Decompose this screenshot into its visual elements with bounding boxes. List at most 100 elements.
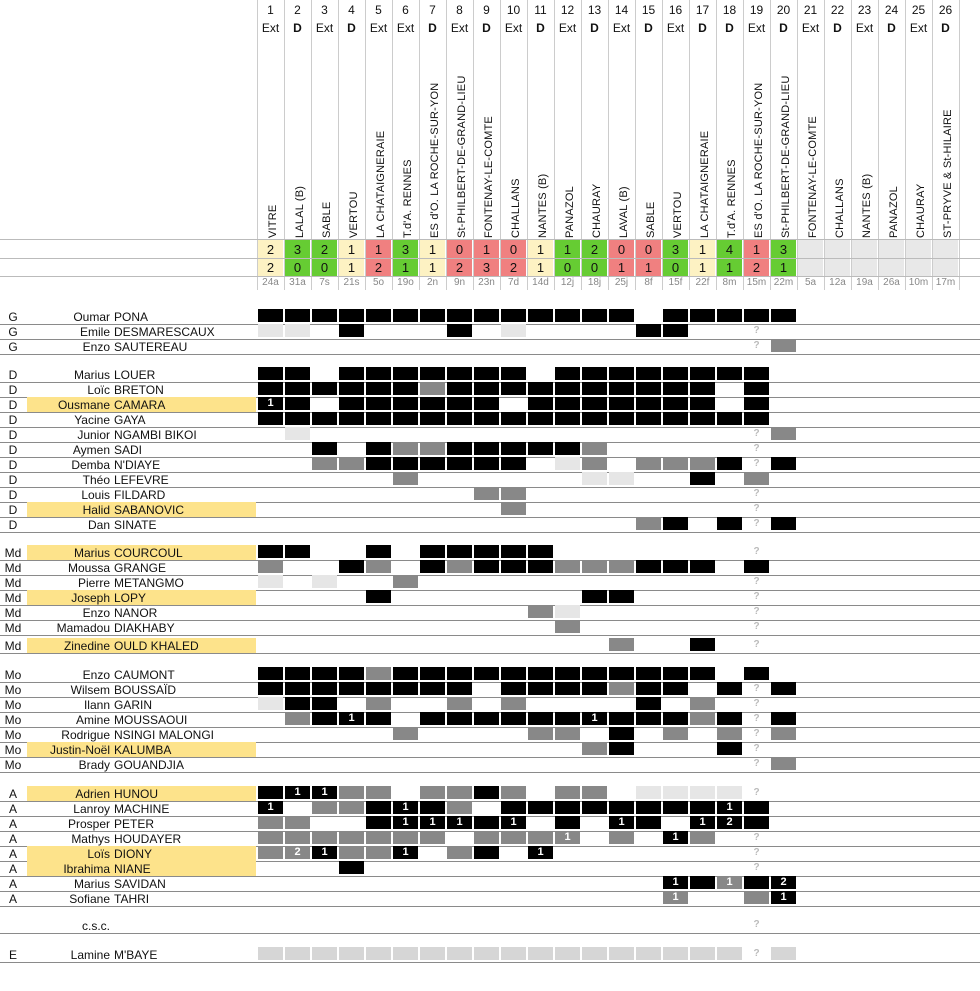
appearance-cell bbox=[393, 682, 418, 695]
player-first-name[interactable]: Pierre bbox=[77, 576, 110, 590]
player-last-name[interactable]: COURCOUL bbox=[114, 546, 183, 560]
player-first-name[interactable]: Ilann bbox=[83, 698, 110, 712]
match-number: 1 bbox=[267, 3, 274, 17]
player-first-name[interactable]: Louis bbox=[81, 488, 110, 502]
player-first-name[interactable]: Aymen bbox=[72, 443, 110, 457]
player-last-name[interactable]: TAHRI bbox=[114, 892, 150, 906]
player-first-name[interactable]: Oumar bbox=[73, 310, 110, 324]
player-first-name[interactable]: Dan bbox=[87, 518, 110, 532]
player-last-name[interactable]: HOUDAYER bbox=[114, 832, 182, 846]
unplayed-marker: ? bbox=[753, 948, 760, 959]
player-last-name[interactable]: PETER bbox=[114, 817, 155, 831]
appearance-cell bbox=[258, 560, 283, 573]
player-last-name[interactable]: M'BAYE bbox=[114, 948, 158, 962]
player-last-name[interactable]: NIANE bbox=[114, 862, 151, 876]
player-first-name[interactable]: Emile bbox=[79, 325, 110, 339]
player-first-name[interactable]: Demba bbox=[71, 458, 110, 472]
player-last-name[interactable]: DIONY bbox=[114, 847, 153, 861]
player-first-name[interactable]: Loïc bbox=[87, 383, 110, 397]
player-first-name[interactable]: Yacine bbox=[74, 413, 110, 427]
player-last-name[interactable]: DIAKHABY bbox=[114, 621, 175, 635]
player-first-name[interactable]: Halid bbox=[82, 503, 110, 517]
player-last-name[interactable]: MACHINE bbox=[114, 802, 170, 816]
player-first-name[interactable]: Rodrigue bbox=[61, 728, 110, 742]
appearance-cell bbox=[366, 560, 391, 573]
player-last-name[interactable]: PONA bbox=[114, 310, 149, 324]
player-first-name[interactable]: Lanroy bbox=[73, 802, 110, 816]
player-first-name[interactable]: Lamine bbox=[70, 948, 110, 962]
player-last-name[interactable]: CAMARA bbox=[114, 398, 166, 412]
player-first-name[interactable]: Loïs bbox=[87, 847, 110, 861]
score-s1: 1 bbox=[474, 240, 499, 259]
appearance-cell bbox=[555, 682, 580, 695]
player-last-name[interactable]: LEFEVRE bbox=[114, 473, 169, 487]
player-last-name[interactable]: NANOR bbox=[114, 606, 158, 620]
player-last-name[interactable]: LOUER bbox=[114, 368, 156, 382]
appearance-cell bbox=[663, 560, 688, 573]
player-last-name[interactable]: BOUSSAÏD bbox=[114, 683, 177, 697]
player-first-name[interactable]: Brady bbox=[78, 758, 110, 772]
player-last-name[interactable]: HUNOU bbox=[114, 787, 158, 801]
column-divider bbox=[419, 0, 420, 290]
player-last-name[interactable]: FILDARD bbox=[114, 488, 166, 502]
row-divider bbox=[0, 727, 980, 728]
player-first-name[interactable]: Théo bbox=[82, 473, 110, 487]
appearance-cell bbox=[663, 727, 688, 740]
player-last-name[interactable]: SADI bbox=[114, 443, 143, 457]
player-first-name[interactable]: Ousmane bbox=[57, 398, 110, 412]
player-last-name[interactable]: SINATE bbox=[114, 518, 157, 532]
player-first-name[interactable]: Justin-Noël bbox=[49, 743, 110, 757]
player-first-name[interactable]: Zinedine bbox=[63, 639, 110, 653]
appearance-cell bbox=[393, 412, 418, 425]
player-last-name[interactable]: SABANOVIC bbox=[114, 503, 185, 517]
opponent-name: T.d'A. RENNES bbox=[716, 68, 743, 238]
player-first-name[interactable]: Marius bbox=[73, 546, 110, 560]
player-first-name[interactable]: Sofiane bbox=[69, 892, 110, 906]
player-first-name[interactable]: Moussa bbox=[67, 561, 110, 575]
player-last-name[interactable]: GOUANDJIA bbox=[114, 758, 185, 772]
player-last-name[interactable]: SAVIDAN bbox=[114, 877, 166, 891]
appearance-cell bbox=[366, 816, 391, 829]
player-first-name[interactable]: Marius bbox=[73, 368, 110, 382]
appearance-cell bbox=[609, 831, 634, 844]
player-first-name[interactable]: Junior bbox=[77, 428, 110, 442]
player-first-name[interactable]: Adrien bbox=[75, 787, 110, 801]
player-last-name[interactable]: MOUSSAOUI bbox=[114, 713, 188, 727]
appearance-cell bbox=[609, 412, 634, 425]
appearance-cell bbox=[366, 367, 391, 380]
player-last-name[interactable]: CAUMONT bbox=[114, 668, 175, 682]
player-first-name[interactable]: Enzo bbox=[82, 668, 110, 682]
column-divider bbox=[338, 0, 339, 290]
player-last-name[interactable]: METANGMO bbox=[114, 576, 184, 590]
player-first-name[interactable]: Prosper bbox=[67, 817, 110, 831]
player-first-name[interactable]: Joseph bbox=[71, 591, 110, 605]
appearance-cell bbox=[285, 397, 310, 410]
player-first-name[interactable]: Mamadou bbox=[56, 621, 110, 635]
player-first-name[interactable]: Enzo bbox=[82, 606, 110, 620]
player-last-name[interactable]: N'DIAYE bbox=[114, 458, 161, 472]
player-last-name[interactable]: BRETON bbox=[114, 383, 164, 397]
player-last-name[interactable]: GAYA bbox=[114, 413, 146, 427]
player-last-name[interactable]: DESMARESCAUX bbox=[114, 325, 215, 339]
player-last-name[interactable]: GRANGE bbox=[114, 561, 167, 575]
player-last-name[interactable]: GARIN bbox=[114, 698, 153, 712]
player-last-name[interactable]: OULD KHALED bbox=[114, 639, 199, 653]
goal-count: 1 bbox=[663, 891, 688, 904]
player-first-name[interactable]: Ibrahima bbox=[63, 862, 110, 876]
player-first-name[interactable]: Mathys bbox=[71, 832, 110, 846]
player-first-name[interactable]: Amine bbox=[75, 713, 110, 727]
player-first-name[interactable]: Enzo bbox=[82, 340, 110, 354]
appearance-cell bbox=[312, 412, 337, 425]
player-first-name[interactable]: c.s.c. bbox=[81, 919, 110, 933]
player-last-name[interactable]: LOPY bbox=[114, 591, 147, 605]
player-position: Md bbox=[4, 546, 22, 560]
player-last-name[interactable]: NSINGI MALONGI bbox=[114, 728, 215, 742]
unplayed-marker: ? bbox=[753, 847, 760, 858]
player-first-name[interactable]: Marius bbox=[73, 877, 110, 891]
player-last-name[interactable]: NGAMBI BIKOI bbox=[114, 428, 197, 442]
appearance-cell bbox=[312, 682, 337, 695]
player-first-name[interactable]: Wilsem bbox=[70, 683, 110, 697]
appearance-cell bbox=[555, 801, 580, 814]
player-last-name[interactable]: KALUMBA bbox=[114, 743, 172, 757]
player-last-name[interactable]: SAUTEREAU bbox=[114, 340, 188, 354]
